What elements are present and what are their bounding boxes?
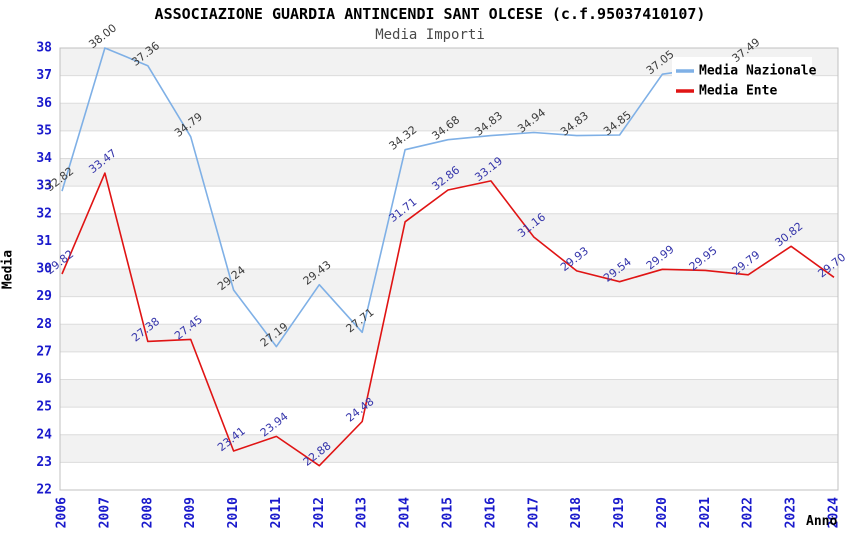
x-tick-label: 2015 (441, 497, 456, 528)
y-tick-label: 36 (36, 96, 52, 111)
x-tick-label: 2019 (612, 497, 627, 528)
y-tick-label: 22 (36, 483, 52, 498)
x-tick-label: 2007 (97, 497, 112, 528)
series-line-media-ente (61, 172, 835, 467)
x-tick-label: 2022 (741, 497, 756, 528)
y-tick-label: 25 (36, 400, 52, 415)
x-tick-label: 2012 (312, 497, 327, 528)
plot-band (60, 434, 838, 463)
x-tick-label: 2017 (526, 497, 541, 528)
y-tick-label: 37 (36, 68, 52, 83)
x-tick-label: 2014 (398, 497, 413, 528)
y-tick-label: 24 (36, 427, 52, 442)
legend-label: Media Nazionale (699, 64, 817, 79)
plot-band (60, 103, 838, 131)
x-tick-label: 2006 (55, 497, 70, 528)
legend-label: Media Ente (699, 84, 777, 99)
x-tick-label: 2020 (655, 497, 670, 528)
series-line-media-nazionale (61, 47, 749, 348)
plot-band (60, 379, 838, 408)
x-tick-label: 2009 (183, 497, 198, 528)
legend-box (672, 57, 812, 100)
y-tick-label: 28 (36, 317, 52, 332)
x-tick-label: 2016 (483, 497, 498, 528)
x-tick-label: 2018 (569, 497, 584, 528)
chart-subtitle: Media Importi (375, 27, 485, 43)
plot-band (60, 324, 838, 352)
x-tick-label: 2013 (355, 497, 370, 528)
plot-band (60, 269, 838, 297)
y-tick-label: 30 (36, 262, 52, 277)
x-tick-label: 2021 (698, 497, 713, 528)
y-tick-label: 29 (36, 289, 52, 304)
y-tick-label: 34 (36, 151, 52, 166)
plot-border (59, 47, 839, 491)
y-tick-label: 31 (36, 234, 52, 249)
x-tick-label: 2024 (827, 497, 842, 528)
x-axis-title: Anno (806, 514, 838, 529)
y-tick-label: 26 (36, 372, 52, 387)
y-axis-title: Media (0, 249, 16, 290)
x-tick-label: 2023 (784, 497, 799, 528)
y-tick-label: 27 (36, 344, 52, 359)
x-tick-label: 2008 (140, 497, 155, 528)
point-label-media-ente: 29.99 (644, 243, 677, 273)
legend-item-media-nazionale: Media Nazionale (676, 64, 817, 79)
y-tick-label: 35 (36, 123, 52, 138)
y-tick-label: 23 (36, 455, 52, 470)
legend: Media Nazionale Media Ente (672, 57, 817, 100)
x-tick-label: 2011 (269, 497, 284, 528)
legend-item-media-ente: Media Ente (676, 84, 777, 99)
y-tick-label: 32 (36, 206, 52, 221)
plot-band (60, 213, 838, 242)
y-tick-label: 33 (36, 179, 52, 194)
x-tick-label: 2010 (226, 497, 241, 528)
chart-title: ASSOCIAZIONE GUARDIA ANTINCENDI SANT OLC… (154, 5, 706, 23)
y-tick-label: 38 (36, 41, 52, 56)
plot-band (60, 158, 838, 187)
